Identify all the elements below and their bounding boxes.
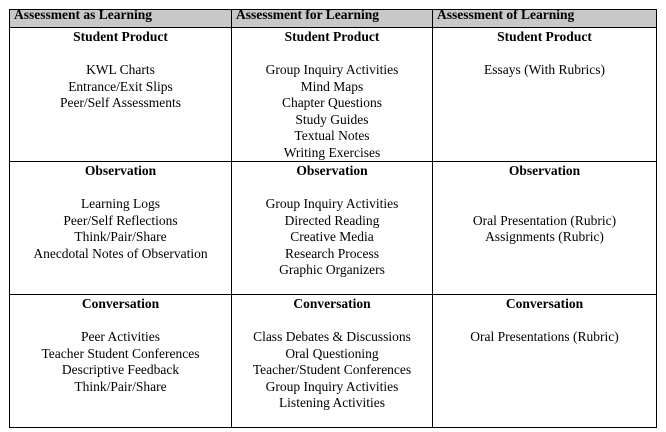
- cell-title: Student Product: [284, 29, 380, 44]
- cell-line: Think/Pair/Share: [74, 229, 167, 244]
- cell-line: [10, 180, 231, 197]
- cell-line: Class Debates & Discussions: [253, 329, 411, 344]
- cell-line: Learning Logs: [80, 196, 161, 211]
- cell-line: Essays (With Rubrics): [484, 62, 605, 77]
- cell-title: Observation: [296, 163, 368, 178]
- table-row: Conversation Peer Activities Teacher Stude…: [9, 294, 657, 428]
- cell-line: Directed Reading: [284, 212, 380, 228]
- table-cell: Conversation Oral Presentations (Rubric): [432, 294, 657, 428]
- header-cell: Assessment as Learning: [9, 9, 232, 28]
- header-row: Assessment as Learning Assessment for Le…: [9, 9, 657, 28]
- cell-line: Descriptive Feedback: [61, 362, 180, 377]
- cell-line: Group Inquiry Activities: [265, 62, 399, 77]
- cell-line: Teacher Student Conferences: [41, 345, 200, 361]
- cell-title: Observation: [84, 163, 157, 178]
- table-row: Student Product KWL Charts Entrance/Exit S…: [9, 27, 657, 162]
- table-cell: Observation Learning Logs Peer/Self Reflec…: [9, 161, 232, 295]
- table-cell: Student Product Essays (With Rubrics): [432, 27, 657, 162]
- cell-line: [232, 313, 432, 330]
- cell-line: [10, 46, 231, 63]
- cell-line: Anecdotal Notes of Observation: [33, 245, 208, 261]
- table-cell: Observation Oral Presentation (Rubric) Ass…: [432, 161, 657, 295]
- cell-title: Conversation: [505, 296, 584, 311]
- cell-title: Observation: [508, 163, 581, 178]
- table-cell: Student Product Group Inquiry Activities M…: [231, 27, 433, 162]
- header-label: Assessment for Learning: [236, 9, 379, 22]
- cell-line: Peer Activities: [80, 329, 161, 344]
- cell-line: Peer/Self Reflections: [63, 212, 178, 228]
- header-cell: Assessment of Learning: [432, 9, 657, 28]
- cell-line: Creative Media: [290, 229, 374, 244]
- table-cell: Conversation Class Debates & Discussions O…: [231, 294, 433, 428]
- cell-line: [433, 196, 656, 213]
- cell-line: [433, 46, 656, 63]
- cell-line: Think/Pair/Share: [74, 378, 167, 394]
- cell-line: [232, 46, 432, 63]
- cell-line: [10, 313, 231, 330]
- cell-title: Conversation: [293, 296, 371, 311]
- cell-line: Writing Exercises: [283, 144, 381, 160]
- table-cell: Conversation Peer Activities Teacher Stude…: [9, 294, 232, 428]
- cell-line: Peer/Self Assessments: [59, 95, 182, 110]
- cell-line: Graphic Organizers: [279, 262, 385, 277]
- cell-line: Group Inquiry Activities: [265, 378, 399, 394]
- cell-line: [433, 313, 656, 330]
- cell-line: Group Inquiry Activities: [265, 196, 399, 211]
- cell-line: Entrance/Exit Slips: [68, 78, 173, 94]
- cell-line: Assignments (Rubric): [485, 229, 604, 244]
- header-label: Assessment as Learning: [14, 9, 153, 22]
- cell-line: Mind Maps: [300, 78, 364, 94]
- header-label: Assessment of Learning: [437, 9, 575, 22]
- cell-line: Textual Notes: [294, 128, 370, 143]
- cell-line: Oral Presentations (Rubric): [470, 329, 619, 344]
- cell-line: KWL Charts: [86, 62, 155, 77]
- header-cell: Assessment for Learning: [231, 9, 433, 28]
- cell-line: Listening Activities: [278, 395, 386, 410]
- cell-title: Student Product: [497, 29, 592, 44]
- cell-line: Chapter Questions: [281, 95, 383, 110]
- cell-line: Oral Questioning: [285, 345, 379, 361]
- cell-title: Conversation: [81, 296, 160, 311]
- cell-line: Oral Presentation (Rubric): [472, 212, 617, 228]
- cell-line: [232, 180, 432, 197]
- table-cell: Student Product KWL Charts Entrance/Exit S…: [9, 27, 232, 162]
- table-cell: Observation Group Inquiry Activities Direc…: [231, 161, 433, 295]
- cell-line: Teacher/Student Conferences: [252, 362, 412, 377]
- cell-title: Student Product: [73, 29, 168, 44]
- cell-line: Study Guides: [295, 111, 369, 127]
- table-row: Observation Learning Logs Peer/Self Reflec…: [9, 161, 657, 295]
- assessment-table: Assessment as Learning Assessment for Le…: [9, 9, 657, 428]
- cell-line: [433, 180, 656, 197]
- cell-line: Research Process: [284, 245, 380, 261]
